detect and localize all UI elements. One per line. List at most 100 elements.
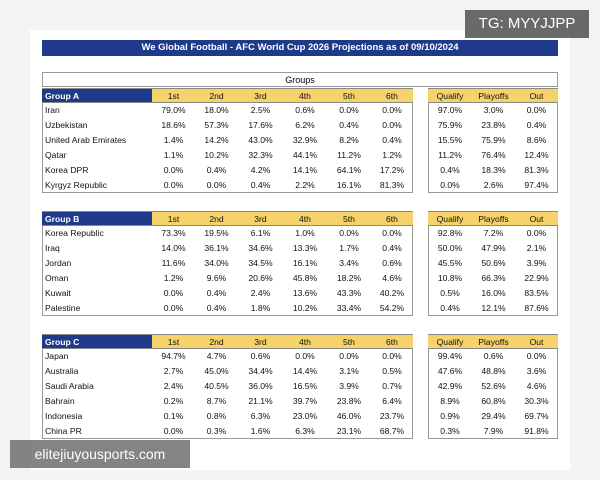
position-probability: 0.0% (382, 120, 402, 130)
position-probability: 39.7% (292, 396, 318, 406)
position-probability: 11.6% (161, 258, 186, 268)
column-header: 3rd (238, 211, 283, 226)
position-probability: 8.2% (339, 135, 359, 145)
position-probability: 0.0% (163, 303, 184, 313)
position-probability: 34.6% (248, 243, 273, 253)
column-header: 5th (327, 88, 371, 103)
team-name: Korea DPR (45, 165, 89, 175)
outcome-probability: 3.9% (526, 258, 547, 268)
position-probability: 6.3% (295, 426, 315, 436)
team-name: Indonesia (45, 411, 83, 421)
team-name: China PR (45, 426, 82, 436)
position-probability: 0.0% (382, 228, 402, 238)
position-probability: 18.6% (161, 120, 186, 130)
position-probability: 2.4% (163, 381, 184, 391)
outcome-probability: 8.6% (526, 135, 547, 145)
position-probability: 23.7% (379, 411, 405, 421)
position-probability: 1.0% (295, 228, 315, 238)
position-probability: 17.6% (248, 120, 273, 130)
column-header: Qualify (428, 211, 472, 226)
position-probability: 3.9% (339, 381, 359, 391)
outcome-probability: 91.8% (524, 426, 549, 436)
position-probability: 36.1% (204, 243, 229, 253)
position-probability: 16.1% (336, 180, 362, 190)
column-header: Out (515, 88, 558, 103)
position-probability: 17.2% (379, 165, 405, 175)
team-name: Korea Republic (45, 228, 104, 238)
position-probability: 46.0% (336, 411, 362, 421)
column-header: Playoffs (472, 334, 515, 349)
outcome-probability: 75.9% (481, 135, 506, 145)
team-name: Iran (45, 105, 60, 115)
position-probability: 45.0% (204, 366, 229, 376)
outcome-probability: 2.6% (483, 180, 504, 190)
team-name: Japan (45, 351, 69, 361)
outcome-probability: 97.0% (437, 105, 463, 115)
position-probability: 6.3% (250, 411, 271, 421)
column-header: Out (515, 211, 558, 226)
outcome-probability: 7.9% (483, 426, 504, 436)
column-header: 2nd (195, 334, 238, 349)
position-probability: 0.2% (163, 396, 184, 406)
outcome-probability: 76.4% (481, 150, 506, 160)
column-header: 6th (371, 88, 413, 103)
position-probability: 44.1% (292, 150, 318, 160)
team-name: Bahrain (45, 396, 75, 406)
position-probability: 6.2% (295, 120, 315, 130)
position-probability: 11.2% (337, 150, 361, 160)
position-probability: 32.3% (248, 150, 273, 160)
position-probability: 0.0% (163, 288, 184, 298)
outcome-probability: 97.4% (524, 180, 549, 190)
outcome-probability: 50.0% (437, 243, 463, 253)
position-probability: 14.0% (161, 243, 186, 253)
position-probability: 0.5% (382, 366, 402, 376)
column-header: Playoffs (472, 211, 515, 226)
outcome-probability: 48.8% (481, 366, 506, 376)
position-probability: 64.1% (336, 165, 362, 175)
position-probability: 6.1% (250, 228, 271, 238)
outcome-probability: 99.4% (437, 351, 463, 361)
outcome-probability: 81.3% (524, 165, 549, 175)
outcome-probability: 0.0% (526, 228, 547, 238)
position-probability: 14.4% (292, 366, 318, 376)
position-probability: 0.3% (206, 426, 227, 436)
team-name: Uzbekistan (45, 120, 88, 130)
position-probability: 0.0% (339, 351, 359, 361)
position-probability: 45.8% (292, 273, 318, 283)
column-header: 1st (152, 334, 195, 349)
column-header: 4th (283, 334, 327, 349)
position-probability: 57.3% (204, 120, 229, 130)
team-name: Jordan (45, 258, 72, 268)
outcome-probability: 15.5% (437, 135, 463, 145)
position-probability: 0.0% (339, 105, 359, 115)
position-probability: 0.0% (163, 165, 184, 175)
column-header: Qualify (428, 334, 472, 349)
position-probability: 34.4% (248, 366, 273, 376)
position-probability: 0.4% (206, 303, 227, 313)
column-header: 6th (371, 334, 413, 349)
column-header: 3rd (238, 334, 283, 349)
position-probability: 1.1% (163, 150, 184, 160)
column-header: 4th (283, 211, 327, 226)
position-probability: 4.6% (382, 273, 402, 283)
column-header: Out (515, 334, 558, 349)
position-probability: 34.5% (248, 258, 273, 268)
position-probability: 0.4% (206, 288, 227, 298)
position-probability: 23.0% (292, 411, 318, 421)
team-name: Qatar (45, 150, 67, 160)
team-name: Saudi Arabia (45, 381, 94, 391)
group-name: Group C (42, 334, 152, 349)
outcome-probability: 0.4% (440, 303, 460, 313)
position-probability: 16.1% (292, 258, 318, 268)
position-probability: 18.2% (336, 273, 362, 283)
outcome-probability: 18.3% (481, 165, 506, 175)
outcome-probability: 12.1% (481, 303, 506, 313)
column-header: 2nd (195, 88, 238, 103)
position-probability: 0.4% (382, 243, 402, 253)
outcome-probability: 42.9% (437, 381, 463, 391)
column-header: Qualify (428, 88, 472, 103)
column-header: 5th (327, 334, 371, 349)
outcome-probability: 11.2% (438, 150, 462, 160)
outcome-probability: 50.6% (481, 258, 506, 268)
